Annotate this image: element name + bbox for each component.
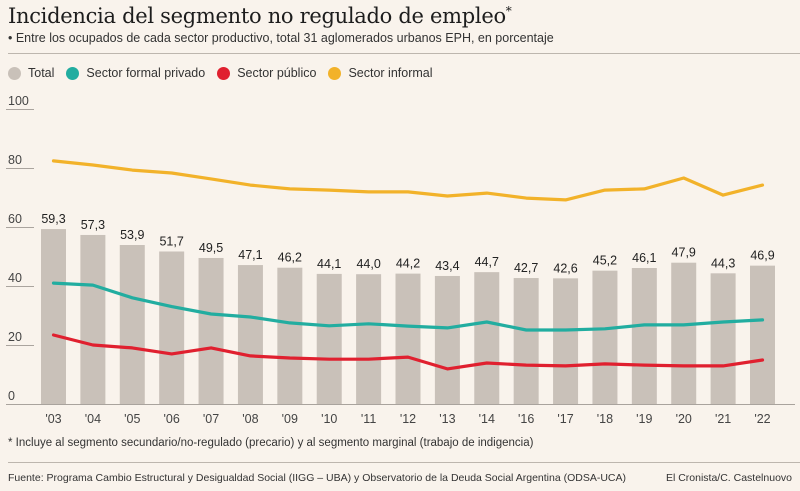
- bar-data-label: 47,9: [672, 246, 696, 260]
- x-tick-label: '12: [400, 412, 416, 426]
- x-tick-label: '10: [321, 412, 337, 426]
- legend-item-formal-privado: Sector formal privado: [66, 66, 205, 80]
- x-tick-label: '08: [242, 412, 258, 426]
- source-note: Fuente: Programa Cambio Estructural y De…: [8, 472, 627, 484]
- bar-total: [750, 265, 775, 404]
- bar-data-label: 46,1: [632, 251, 656, 265]
- x-tick-label: '07: [203, 412, 219, 426]
- bar-data-label: 45,2: [593, 254, 617, 268]
- x-tick-label: '16: [518, 412, 534, 426]
- bar-data-label: 57,3: [81, 218, 105, 232]
- bar-total: [671, 262, 697, 404]
- y-tick-label: 0: [8, 389, 15, 403]
- bar-total: [356, 274, 382, 404]
- x-tick-label: '17: [557, 412, 573, 426]
- bar-data-label: 59,3: [41, 212, 65, 226]
- bar-data-label: 42,6: [553, 261, 577, 275]
- x-tick-label: '14: [479, 412, 495, 426]
- legend-swatch-informal: [328, 66, 342, 80]
- y-tick-label: 20: [8, 330, 22, 344]
- legend-label-formal-privado: Sector formal privado: [86, 66, 206, 80]
- bar-total: [119, 244, 145, 404]
- legend-item-total: Total: [8, 66, 54, 80]
- bar-total: [80, 234, 106, 404]
- credit: El Cronista/C. Castelnuovo: [665, 472, 792, 484]
- footer-divider: [8, 462, 800, 463]
- legend-item-publico: Sector público: [217, 66, 316, 80]
- bar-total: [710, 273, 736, 404]
- bar-data-label: 44,0: [356, 257, 380, 271]
- bar-total: [474, 272, 500, 404]
- x-tick-label: '11: [361, 412, 376, 426]
- bar-data-label: 47,1: [238, 248, 262, 262]
- x-tick-label: '06: [164, 412, 180, 426]
- line-sector-publico: [51, 333, 765, 371]
- x-tick-label: '19: [636, 412, 652, 426]
- bar-data-label: 46,9: [750, 249, 774, 263]
- legend-swatch-publico: [217, 66, 231, 80]
- bar-data-label: 44,1: [317, 257, 341, 271]
- legend: Total Sector formal privado Sector públi…: [8, 66, 445, 80]
- bar-total: [631, 268, 657, 404]
- legend-label-total: Total: [28, 66, 55, 80]
- y-tick-label: 40: [8, 271, 22, 285]
- legend-label-informal: Sector informal: [348, 66, 433, 80]
- x-tick-label: '13: [439, 412, 455, 426]
- bar-total: [434, 275, 460, 404]
- bar-total: [41, 229, 66, 404]
- legend-label-publico: Sector público: [237, 66, 317, 80]
- bar-data-label: 49,5: [199, 241, 223, 255]
- legend-swatch-total: [8, 66, 21, 80]
- line-sector-informal: [51, 159, 765, 202]
- bar-total: [237, 265, 263, 404]
- line-sector-formal-privado: [51, 281, 765, 332]
- x-tick-label: '09: [282, 412, 298, 426]
- bar-data-label: 51,7: [159, 234, 183, 248]
- chart-title-text: Incidencia del segmento no regulado de e…: [8, 4, 506, 28]
- legend-swatch-formal-privado: [66, 66, 80, 80]
- bar-total: [198, 257, 224, 404]
- footnote: * Incluye al segmento secundario/no-regu…: [8, 437, 534, 449]
- x-tick-label: '04: [85, 412, 101, 426]
- header-divider: [8, 53, 800, 54]
- y-tick-label: 100: [8, 94, 29, 108]
- bar-data-label: 44,2: [396, 257, 420, 271]
- bar-total: [395, 273, 421, 404]
- bar-total: [592, 270, 618, 404]
- y-tick-label: 80: [8, 153, 22, 167]
- bar-data-label: 44,3: [711, 256, 735, 270]
- bar-data-label: 44,7: [475, 255, 499, 269]
- x-tick-label: '21: [715, 412, 731, 426]
- bar-data-label: 46,2: [278, 251, 302, 265]
- bar-data-label: 42,7: [514, 261, 538, 275]
- chart-subtitle: • Entre los ocupados de cada sector prod…: [8, 31, 554, 45]
- bar-data-label: 53,9: [120, 228, 144, 242]
- x-tick-label: '22: [754, 412, 770, 426]
- x-tick-label: '05: [124, 412, 140, 426]
- bar-total: [277, 267, 303, 404]
- x-tick-label: '03: [45, 412, 61, 426]
- bar-total: [513, 278, 539, 404]
- y-tick-label: 60: [8, 212, 22, 226]
- bar-total: [553, 278, 579, 404]
- bar-data-label: 43,4: [435, 259, 459, 273]
- chart-title: Incidencia del segmento no regulado de e…: [8, 4, 512, 28]
- bar-total: [159, 251, 185, 404]
- bar-total: [316, 273, 342, 404]
- x-tick-label: '18: [597, 412, 613, 426]
- title-footnote-mark: *: [505, 4, 512, 18]
- x-tick-label: '20: [676, 412, 692, 426]
- chart-plot: 0 20 40 60 80 100 59,3 57,3 53,9 51,7 49,5 47,1 46,2…: [6, 94, 795, 426]
- legend-item-informal: Sector informal: [328, 66, 433, 80]
